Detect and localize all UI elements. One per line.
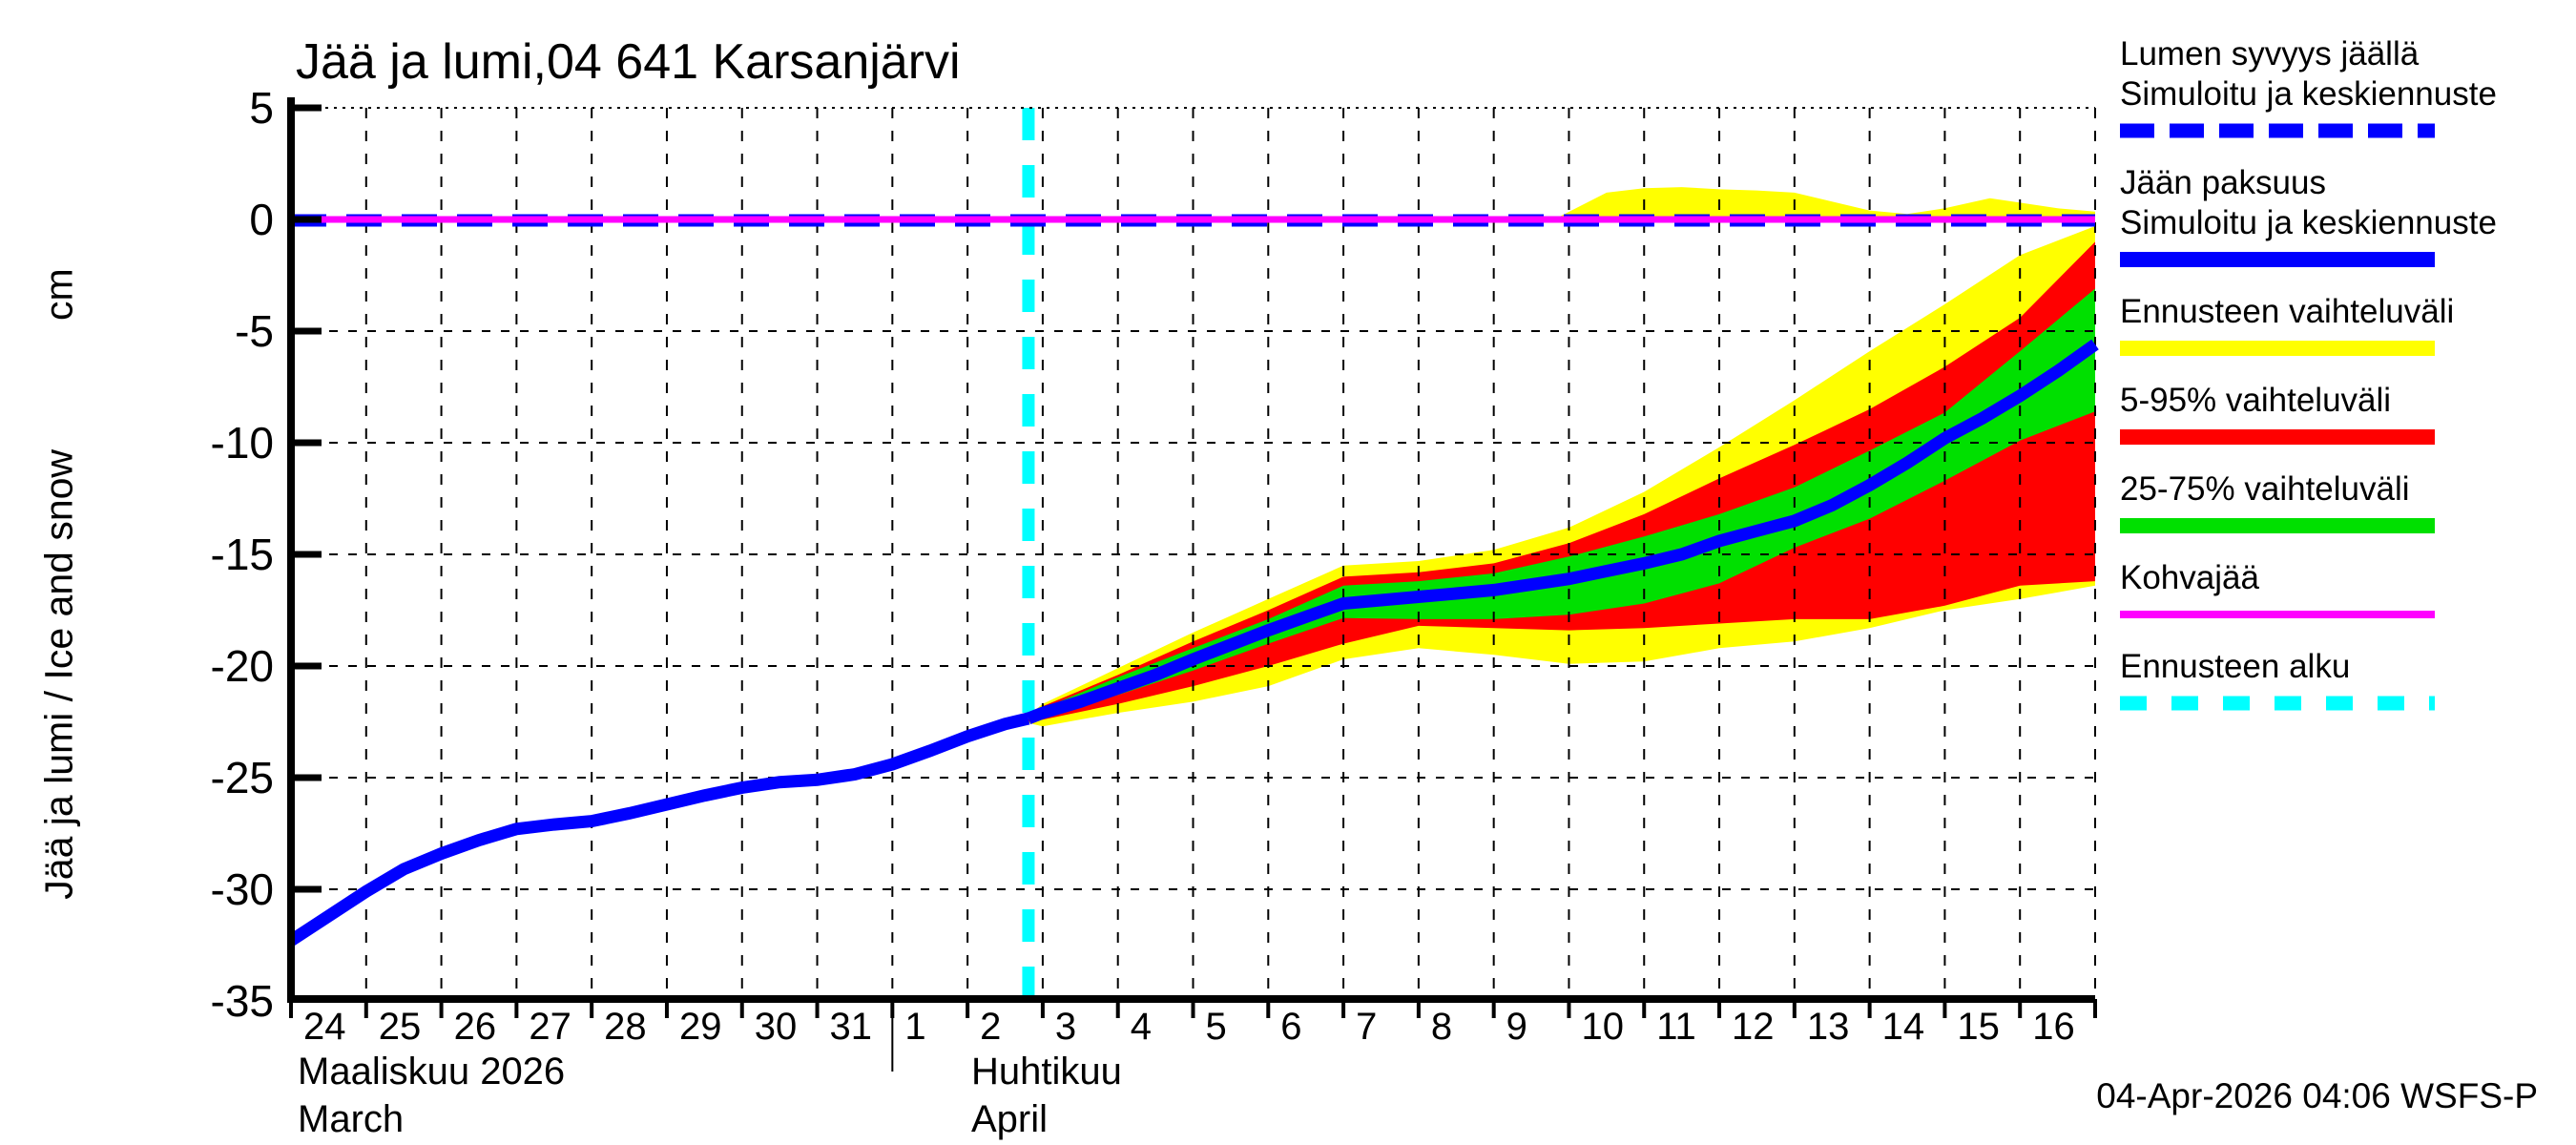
x-tick-label: 15	[1957, 1006, 2000, 1048]
ice-thickness-median-forecast-line	[1026, 339, 2099, 725]
y-tick-label: -25	[211, 753, 274, 802]
x-tick-label: 5	[1206, 1006, 1227, 1048]
x-tick-label: 12	[1732, 1006, 1775, 1048]
x-tick-label: 26	[454, 1006, 497, 1048]
x-tick-label: 4	[1131, 1006, 1152, 1048]
legend-item-5: Kohvajää	[2120, 558, 2568, 628]
x-tick-label: 2	[980, 1006, 1001, 1048]
band-lumen-ennusteen-vaihteluvali	[1553, 187, 2095, 219]
y-tick-label: -10	[211, 418, 274, 468]
legend-swatch	[2120, 341, 2435, 356]
y-tick-label: -15	[211, 530, 274, 579]
band-vaihteluvali-5-95	[1028, 241, 2095, 722]
x-tick-label: 7	[1356, 1006, 1377, 1048]
y-tick-label: -35	[211, 976, 274, 1026]
month-march-fi: Maaliskuu 2026	[298, 1051, 566, 1093]
legend-swatch	[2120, 611, 2435, 618]
x-tick-label: 10	[1581, 1006, 1624, 1048]
month-label-march: Maaliskuu 2026 March	[298, 1048, 565, 1143]
x-tick-label: 31	[830, 1006, 873, 1048]
x-tick-label: 24	[303, 1006, 346, 1048]
x-tick-label: 1	[904, 1006, 925, 1048]
legend-item-2: Ennusteen vaihteluväli	[2120, 292, 2568, 362]
x-tick-label: 16	[2032, 1006, 2075, 1048]
legend-item-1: Jään paksuus Simuloitu ja keskiennuste	[2120, 163, 2568, 273]
band-vaihteluvali-25-75	[1028, 288, 2095, 720]
y-tick-label: -20	[211, 641, 274, 691]
legend-swatch	[2120, 696, 2435, 711]
x-tick-label: 9	[1506, 1006, 1527, 1048]
y-tick-label: 0	[249, 195, 274, 244]
legend-label: Lumen syvyys jäällä	[2120, 35, 2420, 73]
legend-item-4: 25-75% vaihteluväli	[2120, 469, 2568, 539]
legend-label: 5-95% vaihteluväli	[2120, 382, 2392, 419]
x-tick-label: 8	[1431, 1006, 1452, 1048]
x-tick-label: 28	[604, 1006, 647, 1048]
month-march-en: March	[298, 1098, 405, 1140]
x-tick-label: 25	[379, 1006, 422, 1048]
y-tick-label: -5	[235, 306, 274, 356]
legend-label: Simuloitu ja keskiennuste	[2120, 204, 2497, 241]
y-tick-label: -30	[211, 864, 274, 914]
x-tick-label: 3	[1055, 1006, 1076, 1048]
legend-label: 25-75% vaihteluväli	[2120, 470, 2410, 508]
ice-thickness-history-line	[287, 712, 1030, 947]
x-tick-label: 30	[755, 1006, 798, 1048]
x-tick-label: 27	[529, 1006, 571, 1048]
timestamp: 04-Apr-2026 04:06 WSFS-P	[2096, 1076, 2538, 1115]
chart-title: Jää ja lumi,04 641 Karsanjärvi	[296, 34, 961, 90]
legend-label: Kohvajää	[2120, 559, 2259, 596]
legend-swatch	[2120, 252, 2435, 267]
legend-item-6: Ennusteen alku	[2120, 647, 2568, 717]
legend-label: Ennusteen alku	[2120, 648, 2351, 685]
legend-item-0: Lumen syvyys jäällä Simuloitu ja keskienn…	[2120, 34, 2568, 144]
legend-swatch	[2120, 429, 2435, 445]
legend-label: Simuloitu ja keskiennuste	[2120, 75, 2497, 113]
x-tick-label: 29	[679, 1006, 722, 1048]
month-label-april: Huhtikuu April	[971, 1048, 1122, 1143]
legend: Lumen syvyys jäällä Simuloitu ja keskienn…	[2120, 34, 2568, 736]
x-tick-label: 14	[1882, 1006, 1925, 1048]
legend-label: Ennusteen vaihteluväli	[2120, 293, 2455, 330]
legend-label: Jään paksuus	[2120, 164, 2326, 201]
x-tick-label: 13	[1807, 1006, 1850, 1048]
legend-swatch	[2120, 123, 2435, 138]
x-tick-label: 6	[1280, 1006, 1301, 1048]
y-tick-label: 5	[249, 83, 274, 133]
month-april-en: April	[971, 1098, 1049, 1140]
legend-item-3: 5-95% vaihteluväli	[2120, 381, 2568, 450]
month-april-fi: Huhtikuu	[971, 1051, 1122, 1093]
x-tick-label: 11	[1656, 1006, 1696, 1048]
legend-swatch	[2120, 518, 2435, 533]
